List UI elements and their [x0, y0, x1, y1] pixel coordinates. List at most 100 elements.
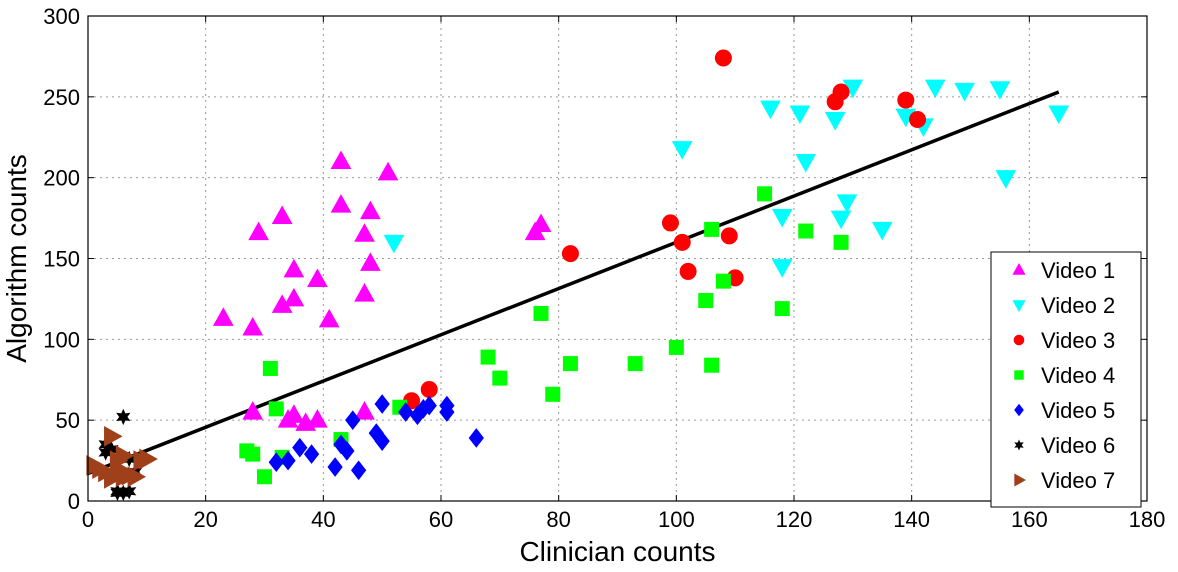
data-point	[836, 194, 858, 213]
legend-marker	[1013, 334, 1025, 346]
data-point	[668, 339, 684, 355]
data-point	[530, 213, 552, 233]
y-tick-label: 50	[56, 408, 80, 433]
data-point	[242, 401, 264, 420]
data-point	[698, 293, 714, 309]
data-point	[561, 245, 579, 263]
data-point	[954, 82, 975, 102]
legend-label: Video 1	[1041, 258, 1115, 283]
data-point	[1048, 105, 1070, 125]
data-point	[360, 200, 381, 220]
data-points	[86, 49, 1070, 502]
data-point	[715, 273, 731, 289]
data-point	[795, 154, 817, 173]
y-tick-label: 100	[43, 327, 80, 352]
data-point	[268, 401, 284, 417]
data-point	[627, 356, 643, 372]
data-point	[303, 444, 320, 464]
data-point	[377, 161, 399, 181]
legend-marker	[1014, 370, 1024, 380]
data-point	[271, 205, 293, 224]
data-point	[420, 380, 438, 398]
legend-marker	[1014, 439, 1024, 451]
tick-labels: 0 20 40 60 80 100 120 140 160 180 0 50 100 150 200 250 3…	[43, 4, 1165, 532]
x-tick-label: 120	[776, 507, 813, 532]
data-point	[833, 234, 849, 250]
y-tick-label: 200	[43, 166, 80, 191]
data-point	[330, 150, 352, 169]
legend-label: Video 5	[1041, 398, 1115, 423]
legend-marker	[1014, 403, 1024, 417]
data-point	[492, 370, 508, 386]
data-point	[307, 409, 328, 428]
legend-label: Video 6	[1041, 433, 1115, 458]
data-point	[350, 460, 367, 481]
y-tick-label: 300	[43, 4, 80, 29]
legend-label: Video 7	[1041, 468, 1115, 493]
data-point	[139, 448, 158, 470]
data-point	[468, 428, 484, 448]
data-point	[374, 431, 390, 451]
legend-label: Video 2	[1041, 293, 1115, 318]
series-3	[403, 49, 927, 410]
data-point	[562, 356, 578, 372]
data-point	[757, 186, 773, 202]
data-point	[354, 223, 375, 242]
data-point	[679, 262, 697, 280]
data-point	[824, 111, 846, 131]
x-tick-label: 60	[429, 507, 453, 532]
data-point	[832, 83, 850, 101]
data-point	[398, 402, 414, 422]
data-point	[533, 305, 549, 321]
data-point	[760, 100, 781, 120]
series-5	[268, 394, 484, 481]
legend-label: Video 3	[1041, 328, 1115, 353]
data-point	[345, 410, 361, 430]
data-point	[360, 252, 381, 271]
data-point	[245, 446, 261, 462]
legend-marker	[1014, 473, 1027, 487]
y-tick-label: 0	[68, 489, 80, 514]
data-point	[704, 357, 720, 373]
x-axis-label: Clinician counts	[519, 536, 715, 567]
data-point	[995, 170, 1017, 189]
series-1	[212, 150, 552, 431]
y-tick-label: 250	[43, 85, 80, 110]
data-point	[116, 408, 131, 426]
legend-marker	[1012, 262, 1026, 275]
legend-label: Video 4	[1041, 363, 1115, 388]
data-point	[283, 258, 305, 278]
x-tick-label: 40	[311, 507, 335, 532]
x-tick-label: 140	[893, 507, 930, 532]
data-point	[354, 283, 375, 302]
data-point	[127, 466, 147, 488]
data-point	[280, 450, 296, 471]
data-point	[897, 91, 915, 109]
x-tick-label: 100	[658, 507, 695, 532]
data-point	[671, 141, 693, 160]
data-point	[212, 307, 234, 326]
data-point	[924, 79, 946, 99]
data-point	[673, 233, 691, 251]
data-point	[122, 483, 137, 500]
data-point	[307, 268, 328, 288]
data-point	[292, 437, 308, 458]
series-7	[86, 425, 158, 489]
y-axis-label: Algorithm counts	[1, 154, 32, 363]
data-point	[704, 221, 720, 237]
data-point	[327, 457, 343, 477]
series-2	[383, 79, 1070, 278]
data-point	[271, 294, 293, 313]
x-tick-label: 80	[546, 507, 570, 532]
y-tick-label: 150	[43, 247, 80, 272]
plot-frame	[87, 15, 1148, 502]
data-point	[421, 395, 437, 416]
data-point	[909, 110, 927, 128]
data-point	[262, 360, 278, 376]
legend-marker	[1012, 300, 1026, 313]
x-tick-label: 160	[1011, 507, 1048, 532]
legend: Video 1 Video 2 Video 3 Video 4 Video 5 Video…	[990, 251, 1142, 508]
data-point	[354, 401, 375, 420]
data-point	[268, 452, 284, 473]
